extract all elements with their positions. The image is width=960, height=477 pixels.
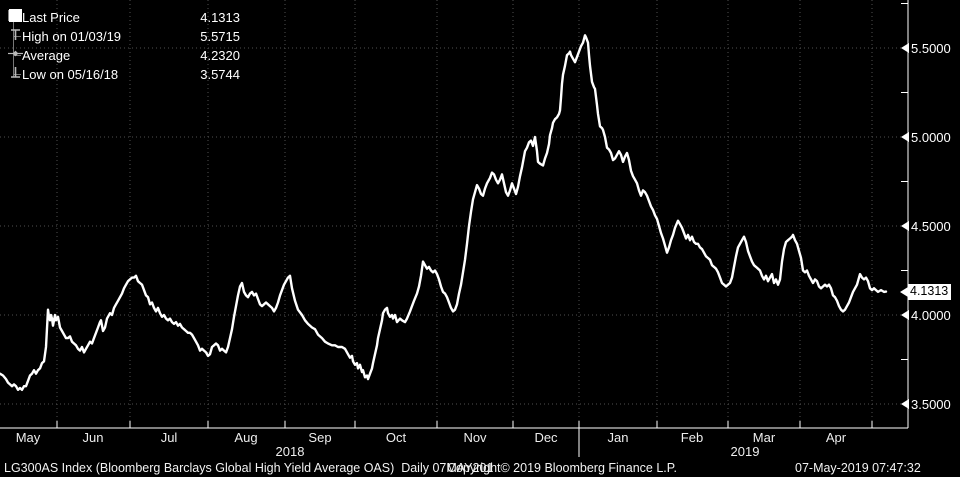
x-axis-month-label: Sep [308,430,332,445]
legend-value: 5.5715 [200,29,240,44]
legend-value: 3.5744 [200,67,240,82]
legend-row-low: Low on 05/16/18 3.5744 [8,65,240,84]
y-axis-tick-text: 4.5000 [911,218,951,234]
x-axis-month-label: Jan [607,430,629,445]
high-marker-icon [11,29,20,40]
legend-value: 4.2320 [200,48,240,63]
legend-label: Last Price [22,10,80,25]
legend-tree-stub [13,74,21,75]
y-axis-tick-label: 4.0000 [901,307,951,323]
x-axis-month-label: May [15,430,41,445]
axis-pointer-icon [901,132,909,142]
legend-value: 4.1313 [200,10,240,25]
chart-legend: Last Price 4.1313 High on 01/03/19 5.571… [8,8,240,84]
y-axis-tick-label: 5.0000 [901,129,951,145]
axis-pointer-icon [901,399,909,409]
timestamp: 07-May-2019 07:47:32 [795,461,921,475]
legend-row-average: Average 4.2320 [8,46,240,65]
legend-tree-stub [13,36,21,37]
x-axis-month-label: Feb [680,430,704,445]
security-description: LG300AS Index (Bloomberg Barclays Global… [4,461,494,475]
x-axis-month-label: Nov [463,430,487,445]
legend-label: Average [22,48,71,63]
average-marker-icon [8,50,23,57]
flag-pointer-icon [900,286,908,297]
axis-pointer-icon [901,221,909,231]
y-axis-tick-label: 3.5000 [901,396,951,412]
footer-bar: LG300AS Index (Bloomberg Barclays Global… [0,461,960,477]
axis-pointer-icon [901,43,909,53]
x-axis-month-label: Aug [234,430,258,445]
x-axis-month-label: Apr [825,430,847,445]
legend-row-high: High on 01/03/19 5.5715 [8,27,240,46]
y-axis-tick-text: 5.0000 [911,129,951,145]
legend-label: High on 01/03/19 [22,29,122,44]
legend-tree-stub [13,55,21,56]
x-axis-month-label: Jun [82,430,104,445]
legend-row-last-price: Last Price 4.1313 [8,8,240,27]
last-price-flag-value: 4.1313 [908,283,952,300]
y-axis-tick-label: 4.5000 [901,218,951,234]
axis-pointer-icon [901,310,909,320]
x-axis-month-label: Mar [752,430,776,445]
x-axis-month-label: Jul [160,430,178,445]
x-axis-month-label: Dec [534,430,558,445]
copyright-text: Copyright© 2019 Bloomberg Finance L.P. [447,461,677,475]
x-axis-year-label: 2018 [275,444,305,459]
y-axis-tick-text: 4.0000 [911,307,951,323]
y-axis-tick-text: 5.5000 [911,40,951,56]
x-axis-month-label: Oct [385,430,407,445]
y-axis-tick-label: 5.5000 [901,40,951,56]
last-price-flag: 4.1313 [900,283,952,300]
low-marker-icon [11,67,20,78]
x-axis-year-label: 2019 [730,444,760,459]
y-axis-tick-text: 3.5000 [911,396,951,412]
price-line-series [0,34,888,391]
last-price-swatch-icon [9,9,22,22]
legend-label: Low on 05/16/18 [22,67,119,82]
legend-tree-line [13,21,14,77]
